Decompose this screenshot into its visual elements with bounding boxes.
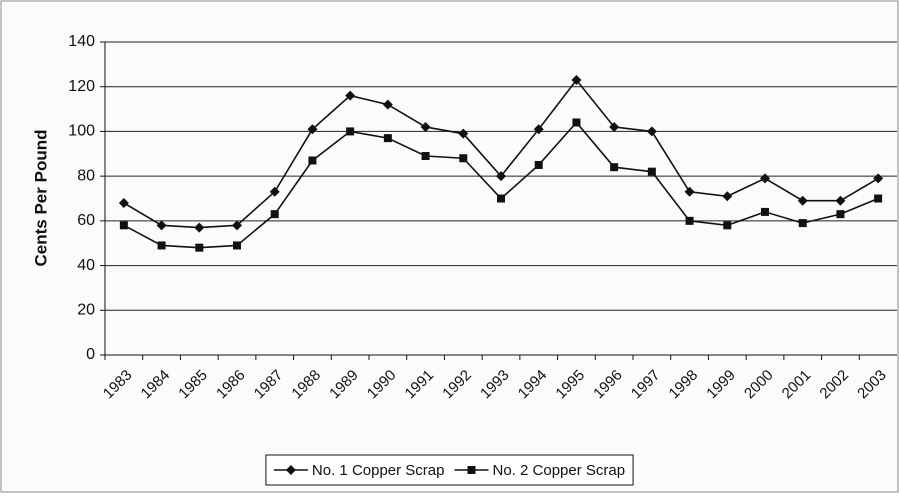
data-point <box>232 220 242 231</box>
data-point <box>835 195 846 206</box>
y-tick-label: 80 <box>77 167 95 184</box>
data-point <box>572 118 581 127</box>
legend: No. 1 Copper Scrap No. 2 Copper Scrap <box>265 454 634 486</box>
legend-item: No. 1 Copper Scrap <box>273 462 445 479</box>
data-point <box>458 128 469 139</box>
data-point <box>233 241 241 250</box>
data-point <box>345 90 356 101</box>
data-point <box>874 194 883 203</box>
data-point <box>646 126 657 137</box>
data-point <box>722 191 733 202</box>
legend-item: No. 2 Copper Scrap <box>454 462 626 479</box>
legend-label: No. 1 Copper Scrap <box>312 462 445 479</box>
y-tick-label: 100 <box>68 123 95 140</box>
data-point <box>497 194 505 203</box>
data-point <box>270 210 279 219</box>
data-point <box>459 154 468 163</box>
data-point <box>420 121 431 132</box>
data-point <box>118 197 129 208</box>
data-point <box>383 134 392 143</box>
legend-label: No. 2 Copper Scrap <box>493 462 626 479</box>
legend-marker <box>467 466 476 474</box>
data-point <box>685 216 694 225</box>
data-point <box>533 124 544 135</box>
data-point <box>382 99 393 110</box>
data-point <box>496 171 506 182</box>
legend-marker <box>285 465 296 475</box>
y-tick-label: 20 <box>77 302 95 319</box>
data-point <box>156 220 167 231</box>
data-point <box>610 163 619 172</box>
data-point <box>119 221 128 230</box>
data-point <box>307 124 318 135</box>
data-point <box>760 173 770 184</box>
data-point <box>534 160 543 169</box>
data-point <box>798 219 807 228</box>
data-point <box>157 241 166 250</box>
data-point <box>308 156 317 165</box>
data-point <box>194 222 205 233</box>
data-point <box>684 186 695 197</box>
data-point <box>647 167 656 176</box>
data-point <box>609 121 620 132</box>
legend-box <box>265 454 634 486</box>
data-point <box>571 75 582 86</box>
data-point <box>269 186 280 197</box>
data-point <box>195 243 204 252</box>
y-tick-label: 140 <box>68 33 95 50</box>
data-point <box>346 127 355 136</box>
data-point <box>797 195 808 206</box>
data-point <box>761 207 769 216</box>
y-tick-label: 120 <box>68 78 95 95</box>
y-tick-label: 60 <box>77 212 95 229</box>
y-tick-label: 0 <box>86 346 95 363</box>
y-tick-label: 40 <box>77 257 95 274</box>
data-point <box>873 173 884 184</box>
data-point <box>723 221 732 230</box>
y-axis-label: Cents Per Pound <box>31 130 50 267</box>
data-point <box>836 210 845 219</box>
data-point <box>421 152 430 161</box>
